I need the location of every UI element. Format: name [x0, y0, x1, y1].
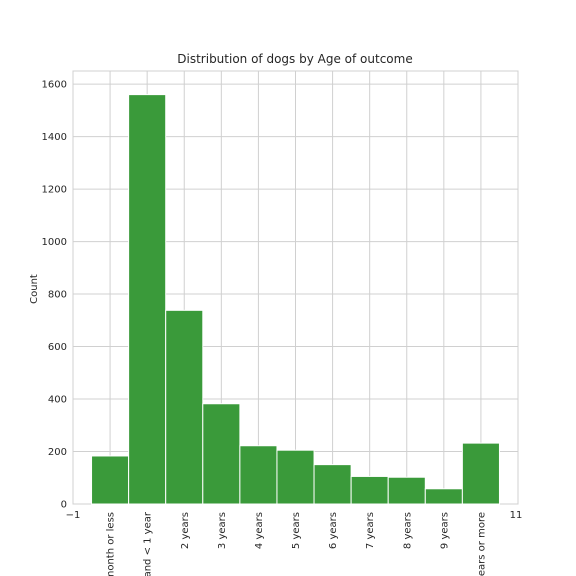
x-tick-label: 6 years	[328, 512, 339, 549]
y-tick-label: 0	[61, 500, 67, 511]
bar	[91, 455, 130, 505]
bar	[461, 442, 500, 505]
y-tick-label: 1600	[42, 80, 67, 91]
x-tick-label: 9 years	[439, 512, 450, 549]
x-tick-label: 5 years	[291, 512, 302, 549]
bar	[313, 464, 352, 505]
x-tick-labels: month or less h and < 1 year 2 years 3 year…	[106, 511, 488, 576]
x-tick-label-max: 11	[510, 510, 523, 521]
chart-title: Distribution of dogs by Age of outcome	[177, 52, 412, 66]
x-tick-label: month or less	[106, 512, 117, 576]
y-tick-label: 1000	[42, 237, 67, 248]
bar	[239, 445, 278, 505]
bars	[91, 94, 500, 505]
x-tick-label-min: −1	[66, 510, 81, 521]
bar	[128, 94, 167, 505]
x-tick-label: 4 years	[254, 512, 265, 549]
y-axis-label: Count	[29, 274, 40, 304]
y-tick-label: 1400	[42, 132, 67, 143]
x-tick-label: 8 years	[402, 512, 413, 549]
bar	[276, 449, 315, 505]
y-tick-label: 200	[48, 447, 67, 458]
x-tick-label: h and < 1 year	[143, 511, 154, 576]
bar	[387, 476, 426, 505]
bar	[424, 488, 463, 505]
bar	[165, 309, 204, 505]
bar	[350, 475, 389, 505]
y-tick-labels: 0 200 400 600 800 1000 1200 1400 1600	[42, 80, 67, 511]
x-tick-label: 3 years	[217, 512, 228, 549]
y-tick-label: 400	[48, 395, 67, 406]
x-tick-label: years or more	[476, 512, 487, 576]
x-limit-labels: −1 11	[66, 510, 523, 521]
grid-lines	[72, 70, 519, 505]
x-tick-label: 7 years	[365, 512, 376, 549]
y-tick-label: 600	[48, 342, 67, 353]
y-tick-label: 1200	[42, 185, 67, 196]
x-tick-label: 2 years	[180, 512, 191, 549]
bar	[202, 403, 241, 505]
y-tick-label: 800	[48, 290, 67, 301]
